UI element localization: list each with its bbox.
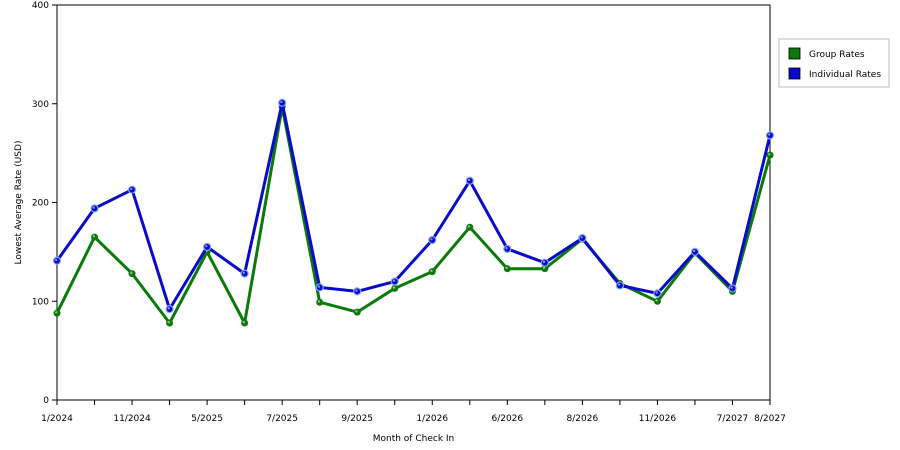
data-point-highlight — [317, 300, 321, 303]
data-point-highlight — [580, 236, 583, 239]
data-point-highlight — [505, 266, 508, 270]
data-point-highlight — [55, 311, 58, 314]
series — [52, 98, 775, 327]
data-point-highlight — [317, 285, 321, 288]
data-point-highlight — [392, 279, 396, 282]
data-point-highlight — [467, 178, 471, 182]
plot-frame — [56, 4, 771, 401]
y-tick-label: 200 — [32, 199, 49, 209]
legend: Group Rates Individual Rates — [778, 38, 890, 88]
data-point-highlight — [505, 246, 508, 250]
x-tick-label: 5/2025 — [191, 414, 223, 424]
data-point-highlight — [167, 307, 170, 310]
data-point-highlight — [242, 271, 246, 274]
x-tick-label: 9/2025 — [341, 414, 373, 424]
data-point-highlight — [130, 271, 133, 274]
data-point-highlight — [542, 266, 546, 270]
x-tick-label: 1/2024 — [41, 414, 73, 424]
legend-label: Group Rates — [809, 50, 865, 60]
y-tick-label: 0 — [43, 396, 49, 406]
data-point-highlight — [430, 269, 433, 273]
data-point-highlight — [92, 206, 95, 209]
data-point-highlight — [280, 100, 283, 104]
data-point-highlight — [205, 244, 208, 248]
data-point-highlight — [242, 320, 246, 324]
legend-swatch — [788, 67, 801, 80]
x-tick-label: 8/2027 — [754, 414, 786, 424]
data-point-highlight — [655, 299, 658, 302]
x-tick-label: 1/2026 — [416, 414, 448, 424]
data-point-highlight — [92, 235, 95, 238]
data-point-highlight — [768, 153, 771, 156]
data-point-highlight — [392, 286, 396, 289]
legend-swatch — [788, 47, 801, 60]
data-point-highlight — [130, 187, 133, 191]
data-point-highlight — [55, 258, 58, 262]
data-point-highlight — [467, 225, 471, 228]
x-tick-label: 11/2026 — [639, 414, 677, 424]
data-point-highlight — [355, 310, 358, 313]
series-line — [55, 101, 772, 311]
x-tick-label: 7/2027 — [717, 414, 749, 424]
y-tick-label: 100 — [32, 297, 49, 307]
y-tick-label: 400 — [32, 1, 49, 11]
axes — [52, 4, 771, 405]
x-axis-title: Month of Check In — [373, 434, 455, 444]
y-tick-label: 300 — [32, 100, 49, 110]
data-point-highlight — [692, 249, 696, 253]
data-point-highlight — [167, 320, 170, 324]
axis-labels: 0 100 200 300 400 1/2024 11/2024 5/2025 7/2025 9/… — [14, 1, 786, 444]
data-point-highlight — [355, 289, 358, 292]
data-point-highlight — [617, 283, 621, 286]
x-tick-label: 8/2026 — [567, 414, 599, 424]
legend-label: Individual Rates — [809, 70, 881, 80]
x-tick-label: 11/2024 — [113, 414, 151, 424]
series-line — [55, 105, 772, 325]
data-point-highlight — [730, 286, 733, 289]
data-point-highlight — [430, 238, 433, 241]
data-point-highlight — [655, 291, 658, 294]
x-tick-label: 7/2025 — [266, 414, 298, 424]
y-axis-title: Lowest Average Rate (USD) — [14, 141, 24, 265]
data-point-highlight — [768, 133, 771, 136]
x-tick-label: 6/2026 — [491, 414, 523, 424]
data-point-highlight — [542, 260, 546, 264]
series-individual-rates — [52, 98, 775, 314]
